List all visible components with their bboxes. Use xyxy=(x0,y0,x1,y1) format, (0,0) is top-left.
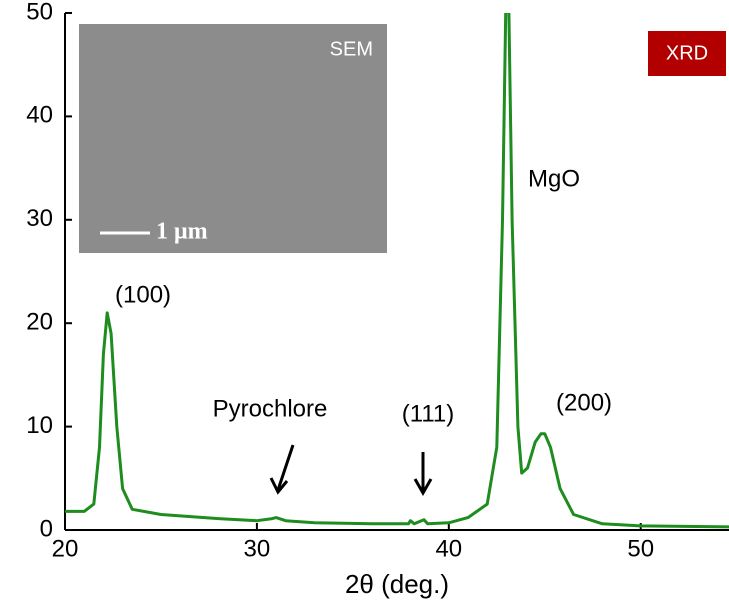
badge: XRD xyxy=(666,42,708,64)
y-tick-label: 20 xyxy=(26,309,53,336)
y-tick-label: 40 xyxy=(26,102,53,129)
y-tick-label: 30 xyxy=(26,205,53,232)
x-tick-label: 50 xyxy=(627,535,654,562)
scale-label: 1 μm xyxy=(156,219,208,245)
peak-annotation: Pyrochlore xyxy=(213,395,328,422)
peak-annotation: (111) xyxy=(402,400,454,427)
peak-annotation: MgO xyxy=(528,165,580,192)
peak-annotation: (100) xyxy=(115,281,171,308)
inset-label: SEM xyxy=(330,38,373,60)
x-tick-label: 30 xyxy=(244,535,271,562)
y-tick-label: 50 xyxy=(26,0,53,25)
y-tick-label: 10 xyxy=(26,412,53,439)
arrows xyxy=(271,445,431,493)
x-tick-label: 20 xyxy=(52,535,79,562)
peak-annotation: (200) xyxy=(556,389,612,416)
chart: SEM 1 μm XRD 2θ (deg.) 01020304050203040… xyxy=(0,0,729,614)
x-tick-label: 40 xyxy=(435,535,462,562)
x-axis-label: 2θ (deg.) xyxy=(345,569,449,599)
